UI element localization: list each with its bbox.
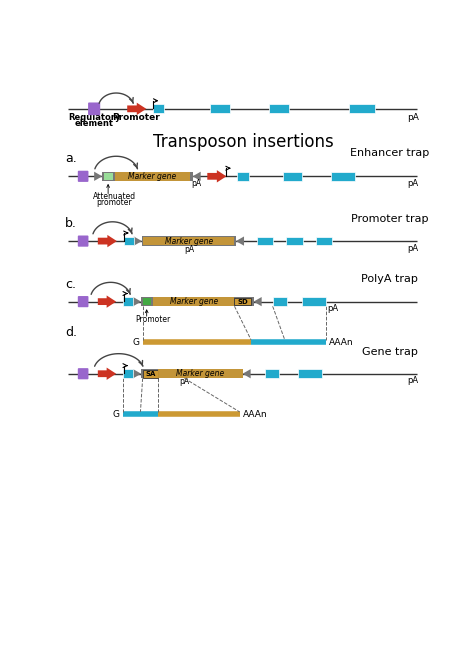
Polygon shape bbox=[236, 236, 244, 246]
Bar bbox=[210, 104, 230, 113]
Text: G: G bbox=[113, 410, 120, 419]
Bar bbox=[158, 370, 243, 378]
Bar bbox=[237, 172, 249, 180]
Text: Marker gene: Marker gene bbox=[170, 297, 218, 306]
Bar bbox=[143, 237, 235, 245]
Bar bbox=[143, 370, 158, 378]
Text: Gene trap: Gene trap bbox=[362, 347, 418, 357]
FancyArrow shape bbox=[127, 103, 146, 115]
Polygon shape bbox=[134, 236, 142, 246]
Bar bbox=[142, 236, 236, 246]
Text: Regulatory: Regulatory bbox=[68, 113, 120, 123]
FancyBboxPatch shape bbox=[78, 368, 89, 380]
Bar bbox=[153, 104, 164, 113]
Polygon shape bbox=[133, 297, 141, 306]
Polygon shape bbox=[94, 172, 102, 181]
Text: pA: pA bbox=[327, 304, 338, 313]
Bar bbox=[143, 298, 151, 305]
Bar bbox=[141, 369, 243, 378]
Text: pA: pA bbox=[180, 377, 190, 386]
Text: element: element bbox=[74, 119, 114, 128]
Text: Promoter: Promoter bbox=[112, 113, 160, 123]
Text: c.: c. bbox=[65, 278, 76, 291]
Text: b.: b. bbox=[65, 217, 77, 230]
Bar bbox=[316, 237, 332, 245]
Text: Marker gene: Marker gene bbox=[165, 236, 213, 246]
Text: pA: pA bbox=[407, 376, 418, 386]
Bar bbox=[331, 172, 355, 180]
Text: pA: pA bbox=[407, 244, 418, 252]
FancyArrow shape bbox=[207, 170, 227, 182]
FancyBboxPatch shape bbox=[78, 236, 89, 246]
Text: Enhancer trap: Enhancer trap bbox=[350, 149, 429, 159]
Text: Marker gene: Marker gene bbox=[176, 369, 224, 378]
Polygon shape bbox=[243, 369, 251, 378]
Bar bbox=[349, 104, 375, 113]
Bar bbox=[102, 172, 192, 181]
Text: Attenuated: Attenuated bbox=[93, 192, 136, 201]
Bar bbox=[104, 173, 112, 180]
Bar bbox=[273, 298, 287, 306]
Text: Marker gene: Marker gene bbox=[128, 172, 177, 180]
FancyArrow shape bbox=[98, 235, 117, 247]
Text: SA: SA bbox=[145, 371, 155, 377]
FancyArrow shape bbox=[98, 296, 116, 308]
Polygon shape bbox=[192, 172, 201, 181]
FancyBboxPatch shape bbox=[78, 296, 89, 307]
Text: pA: pA bbox=[191, 179, 201, 188]
Bar bbox=[265, 370, 279, 378]
Text: a.: a. bbox=[65, 153, 76, 165]
FancyBboxPatch shape bbox=[88, 103, 100, 115]
Bar bbox=[283, 172, 301, 180]
Bar bbox=[286, 237, 303, 245]
Text: promoter: promoter bbox=[97, 198, 132, 207]
Text: d.: d. bbox=[65, 326, 77, 339]
Text: G: G bbox=[133, 338, 140, 346]
Bar bbox=[269, 104, 289, 113]
Bar bbox=[123, 370, 133, 378]
FancyArrow shape bbox=[98, 368, 116, 380]
Polygon shape bbox=[254, 297, 262, 306]
Text: AAAn: AAAn bbox=[329, 338, 354, 346]
Text: Transposon insertions: Transposon insertions bbox=[153, 133, 333, 151]
FancyBboxPatch shape bbox=[78, 170, 89, 182]
Bar bbox=[123, 298, 133, 306]
Text: SD: SD bbox=[237, 298, 248, 304]
Text: pA: pA bbox=[407, 113, 419, 122]
Text: Promoter: Promoter bbox=[136, 315, 171, 324]
Bar bbox=[115, 172, 191, 180]
Bar bbox=[141, 297, 254, 306]
Bar bbox=[302, 298, 326, 306]
Bar bbox=[153, 298, 235, 306]
Text: AAAn: AAAn bbox=[243, 410, 267, 419]
Bar bbox=[235, 298, 251, 306]
Bar bbox=[124, 237, 134, 245]
Text: pA: pA bbox=[184, 244, 194, 254]
Polygon shape bbox=[133, 369, 141, 378]
Bar bbox=[257, 237, 273, 245]
Text: pA: pA bbox=[407, 179, 418, 188]
Text: Promoter trap: Promoter trap bbox=[351, 214, 428, 224]
Bar bbox=[299, 370, 322, 378]
Text: PolyA trap: PolyA trap bbox=[362, 274, 418, 284]
